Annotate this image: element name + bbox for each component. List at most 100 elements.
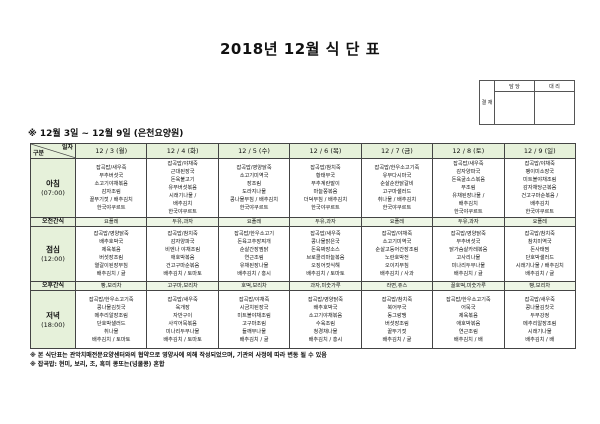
row-label-time: (12:00) (41, 255, 65, 263)
menu-item: 잡곡밥/야채죽 (238, 296, 270, 303)
menu-item: 배추김치 / 토마토 (91, 336, 131, 343)
snack-cell: 두유,과자 (289, 217, 362, 227)
menu-item: 참치미역국 (527, 239, 552, 245)
date-header: 12 / 3 (월) (74, 143, 148, 159)
menu-item: 감자조림 (101, 189, 121, 195)
menu-item: 자반구이 (173, 312, 193, 319)
menu-item: 버섯장조림 (99, 255, 124, 261)
menu-item: 콩나물김칫국 (525, 304, 555, 311)
snack-cell: 라면,쥬스 (360, 281, 434, 291)
menu-item: 배추김치 / 홍시 (308, 336, 343, 343)
meal-cell: 잡곡밥/참치죽 참치미역국 돈사태찜 단호박샐러드 시래기나물 / 배추김치 배추김치 /… (503, 226, 577, 282)
menu-item: 부추계란말이 (311, 181, 340, 187)
snack-cell: 고구마,보리차 (146, 281, 219, 291)
menu-item: 한국야쿠르트 (239, 205, 269, 211)
menu-item: 꼴뚜기젓 / 배추김치 (89, 197, 133, 203)
menu-item: 제육볶음 (458, 312, 478, 319)
menu-item: 소고기미역국 (382, 239, 412, 245)
menu-item: 취나물 (104, 328, 119, 335)
menu-item: 무조림 (461, 185, 476, 191)
corner-header: 일자 구분 (30, 143, 76, 159)
menu-item: 고구마조림 (242, 320, 266, 327)
meal-cell: 잡곡밥/영양닭죽 배추호박국 제육볶음 버섯장조림 열갈이된장무침 배추김치 / 귤 (74, 226, 148, 282)
menu-item: 미트볼야채조림 (523, 177, 557, 183)
meal-cell: 잡곡밥/새우죽 감자양파국 돈육굴소스볶음 무조림 유채된장나물 / 배추김치 한국야쿠르트 (432, 158, 505, 218)
row-label-time: (18:00) (41, 320, 65, 329)
menu-item: 콩나물무침 / 배추김치 (230, 197, 279, 203)
menu-item: 잡곡밥/새우죽 (96, 165, 127, 171)
row-label-name: 아침 (46, 179, 60, 188)
menu-item: 돈사태찜 (530, 247, 550, 253)
menu-item: 한국야쿠르트 (382, 205, 412, 211)
menu-item: 더덕무침 / 배추김치 (303, 197, 348, 203)
menu-item: 돈육굴소스볶음 (451, 177, 486, 183)
date-header-row: 일자 구분 12 / 3 (월) 12 / 4 (화) 12 / 5 (수) 12 /… (30, 143, 577, 159)
menu-item: 들깨무나물 (242, 328, 266, 335)
meal-cell: 잡곡밥/한우소고기 돈육고추장찌개 순살간장찜닭 연근조림 유채된장나물 배추김치 / 홍… (217, 226, 291, 282)
row-label: 오전간식 (30, 217, 76, 227)
menu-item: 애호박볶음 (456, 320, 481, 327)
corner-category-label: 구분 (33, 150, 45, 157)
menu-item: 배추호박국 (313, 304, 338, 311)
menu-item: 단호박샐러드 (96, 320, 126, 327)
menu-item: 고사리나물 (456, 255, 481, 261)
menu-item: 연근조림 (458, 328, 478, 335)
menu-item: 미트볼야채조림 (237, 312, 271, 319)
menu-item: 한국야쿠르트 (454, 209, 483, 215)
menu-item: 배추김치 / 귤 (453, 271, 483, 277)
menu-item: 잡곡밥/참치죽 (167, 231, 198, 237)
menu-item: 건고구마순볶음 / (521, 193, 559, 199)
snack-cell: 두유,과자 (146, 217, 219, 227)
menu-item: 한국야쿠르트 (311, 205, 340, 211)
menu-item: 소고기야채볶음 (308, 312, 343, 319)
meal-cell: 잡곡밥/새우죽 콩나물김칫국 두부강정 메추리알장조림 시래기나물 배추김치 / 배 (503, 290, 577, 349)
menu-item: 미나리두부나물 (451, 263, 486, 269)
meal-table: 일자 구분 12 / 3 (월) 12 / 4 (화) 12 / 5 (수) 12 /… (30, 143, 577, 349)
menu-item: 돈육불고기 (170, 177, 195, 183)
menu-item: 시금치된장국 (239, 304, 269, 311)
footnote-dietitian: ※ 본 식단표는 관악치매전문요양센터와의 협약으로 영양사에 의해 작성되었으… (30, 352, 327, 359)
menu-item: 잡곡밥/야채죽 (524, 161, 555, 167)
meal-cell: 잡곡밥/참치죽 황태무국 부추계란말이 마늘쫑볶음 더덕무침 / 배추김치 한국야쿠르트 (289, 158, 362, 218)
date-header: 12 / 4 (화) (146, 143, 219, 159)
menu-item: 어묵국 (461, 304, 476, 311)
menu-item: 잡곡밥/야채죽 (381, 231, 413, 237)
meal-row: 아침 (07:00) 잡곡밥/새우죽 부추버섯국 소고기야채볶음 감자조림 꼴뚜기젓 / 배… (30, 158, 577, 218)
corner-date-label: 일자 (61, 144, 73, 151)
menu-item: 배추김치 / 귤 (525, 271, 555, 277)
snack-cell: 요플레 (74, 217, 148, 227)
meal-cell: 잡곡밥/새우죽 부추버섯국 소고기야채볶음 감자조림 꼴뚜기젓 / 배추김치 한국야쿠르트 (74, 158, 148, 218)
menu-item: 시래기나물 (527, 328, 552, 335)
meal-cell: 잡곡밥/새우죽 콩나물맑은국 돈육짜장소스 브로콜리마늘볶음 오징어젓식해 배추김치 / … (289, 226, 362, 282)
menu-item: 잡곡밥/새우죽 (524, 296, 555, 303)
menu-item: 배추김치 / 귤 (96, 271, 126, 277)
snack-cell: 요플레 (503, 217, 577, 227)
menu-item: 배추김치 / 배 (453, 336, 483, 343)
menu-item: 배추김치 (458, 201, 478, 207)
snack-row: 오전간식 요플레 두유,과자 요플레 두유,과자 요플레 두유,과자 요플레 (30, 217, 577, 227)
meal-cell: 잡곡밥/야채죽 시금치된장국 미트볼야채조림 고구마조림 들깨무나물 배추김치 / 귤 (217, 290, 291, 349)
menu-item: 메추리알장조림 (523, 320, 557, 327)
menu-item: 메추리알장조림 (94, 312, 128, 319)
menu-item: 배추김치 / 귤 (382, 336, 412, 343)
menu-item: 배추김치 / 배 (525, 336, 555, 343)
menu-item: 잡곡밥/야채죽 (167, 161, 198, 167)
menu-item: 순살고등어간장조림 (375, 247, 419, 253)
menu-item: 연근조림 (244, 255, 264, 261)
row-label: 오후간식 (30, 281, 76, 291)
snack-cell: 빵,보리차 (503, 281, 577, 291)
menu-item: 배추김치 / 토마토 (163, 336, 202, 343)
menu-item: 배추김치 / 토마토 (163, 271, 202, 277)
menu-item: 콩나물맑은국 (311, 239, 340, 245)
date-header: 12 / 6 (목) (289, 143, 362, 159)
date-header: 12 / 7 (금) (360, 143, 434, 159)
snack-cell: 빵,보리차 (74, 281, 148, 291)
menu-item: 잡곡밥/참치죽 (310, 165, 341, 171)
menu-item: 잡곡밥/영양닭죽 (307, 296, 344, 303)
meal-cell: 잡곡밥/야채죽 근대된장국 돈육불고기 유부버섯볶음 시래기나물 / 배추김치 한국야쿠르트 (146, 158, 219, 218)
menu-item: 잡곡밥/새우죽 (167, 296, 198, 303)
menu-item: 돈육짜장소스 (311, 247, 340, 253)
menu-item: 잡곡밥/한우소고기죽 (445, 296, 491, 303)
row-label-name: 오후간식 (41, 282, 65, 289)
menu-item: 잡곡밥/영양닭죽 (450, 231, 486, 237)
